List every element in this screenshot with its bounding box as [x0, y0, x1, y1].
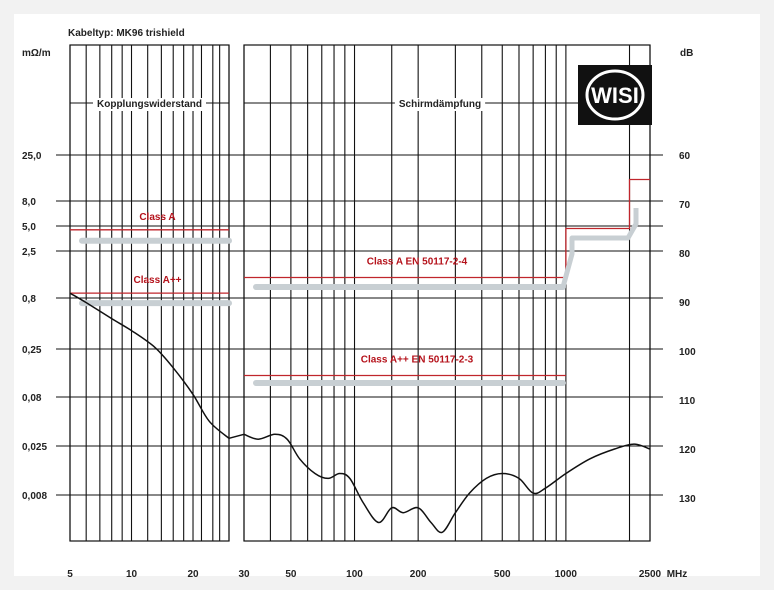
left-y-tick-label: 0,008	[22, 491, 47, 502]
left-y-tick-label: 0,08	[22, 393, 42, 404]
cable-type-label: Kabeltyp: MK96 trishield	[68, 28, 185, 39]
right-limit-line	[244, 178, 650, 279]
right-y-tick-label: 60	[679, 151, 691, 162]
left-panel-title-bg	[93, 98, 206, 111]
left-y-tick-label: 5,0	[22, 222, 36, 233]
right-x-tick-label: 1000	[555, 569, 578, 580]
left-y-tick-label: 0,25	[22, 345, 42, 356]
wisi-logo-ring	[585, 69, 645, 121]
shielding-attenuation-curve	[243, 433, 651, 534]
left-y-tick-label: 2,5	[22, 247, 36, 258]
right-panel-title-bg	[394, 98, 486, 111]
left-x-tick-label: 20	[187, 569, 199, 580]
limit-shadow-band	[560, 208, 639, 288]
right-limit-label: Class A EN 50117-2-4	[367, 257, 468, 268]
left-limit-label: Class A	[139, 212, 175, 223]
right-axis-unit: dB	[680, 48, 693, 59]
right-x-tick-label: 200	[410, 569, 427, 580]
left-limit-label: Class A++	[134, 275, 182, 286]
right-y-tick-label: 90	[679, 298, 691, 309]
x-unit-label: MHz	[667, 569, 688, 580]
right-y-tick-label: 100	[679, 347, 696, 358]
left-y-tick-label: 0,8	[22, 294, 36, 305]
right-x-tick-label: 100	[346, 569, 363, 580]
right-panel-frame	[243, 44, 651, 542]
right-x-tick-label: 50	[285, 569, 297, 580]
right-x-tick-label: 500	[494, 569, 511, 580]
left-axis-unit: mΩ/m	[22, 48, 51, 59]
right-y-tick-label: 80	[679, 249, 691, 260]
curve-connector	[228, 433, 245, 440]
left-panel-title: Kopplungswiderstand	[97, 99, 202, 110]
wisi-logo-text: WISI	[591, 83, 639, 108]
left-y-tick-label: 8,0	[22, 197, 36, 208]
right-panel-title: Schirmdämpfung	[399, 99, 481, 110]
coupling-impedance-curve	[69, 292, 230, 439]
left-x-tick-label: 5	[67, 569, 73, 580]
wisi-logo	[578, 65, 652, 125]
left-y-tick-label: 25,0	[22, 151, 42, 162]
right-limit-label: Class A++ EN 50117-2-3	[361, 355, 474, 366]
right-x-tick-label: 2500	[639, 569, 662, 580]
right-y-tick-label: 110	[679, 396, 696, 407]
left-y-tick-label: 0,025	[22, 442, 47, 453]
right-y-tick-label: 130	[679, 494, 696, 505]
right-y-tick-label: 70	[679, 200, 691, 211]
right-x-tick-label: 30	[238, 569, 250, 580]
right-y-tick-label: 120	[679, 445, 696, 456]
left-x-tick-label: 10	[126, 569, 138, 580]
